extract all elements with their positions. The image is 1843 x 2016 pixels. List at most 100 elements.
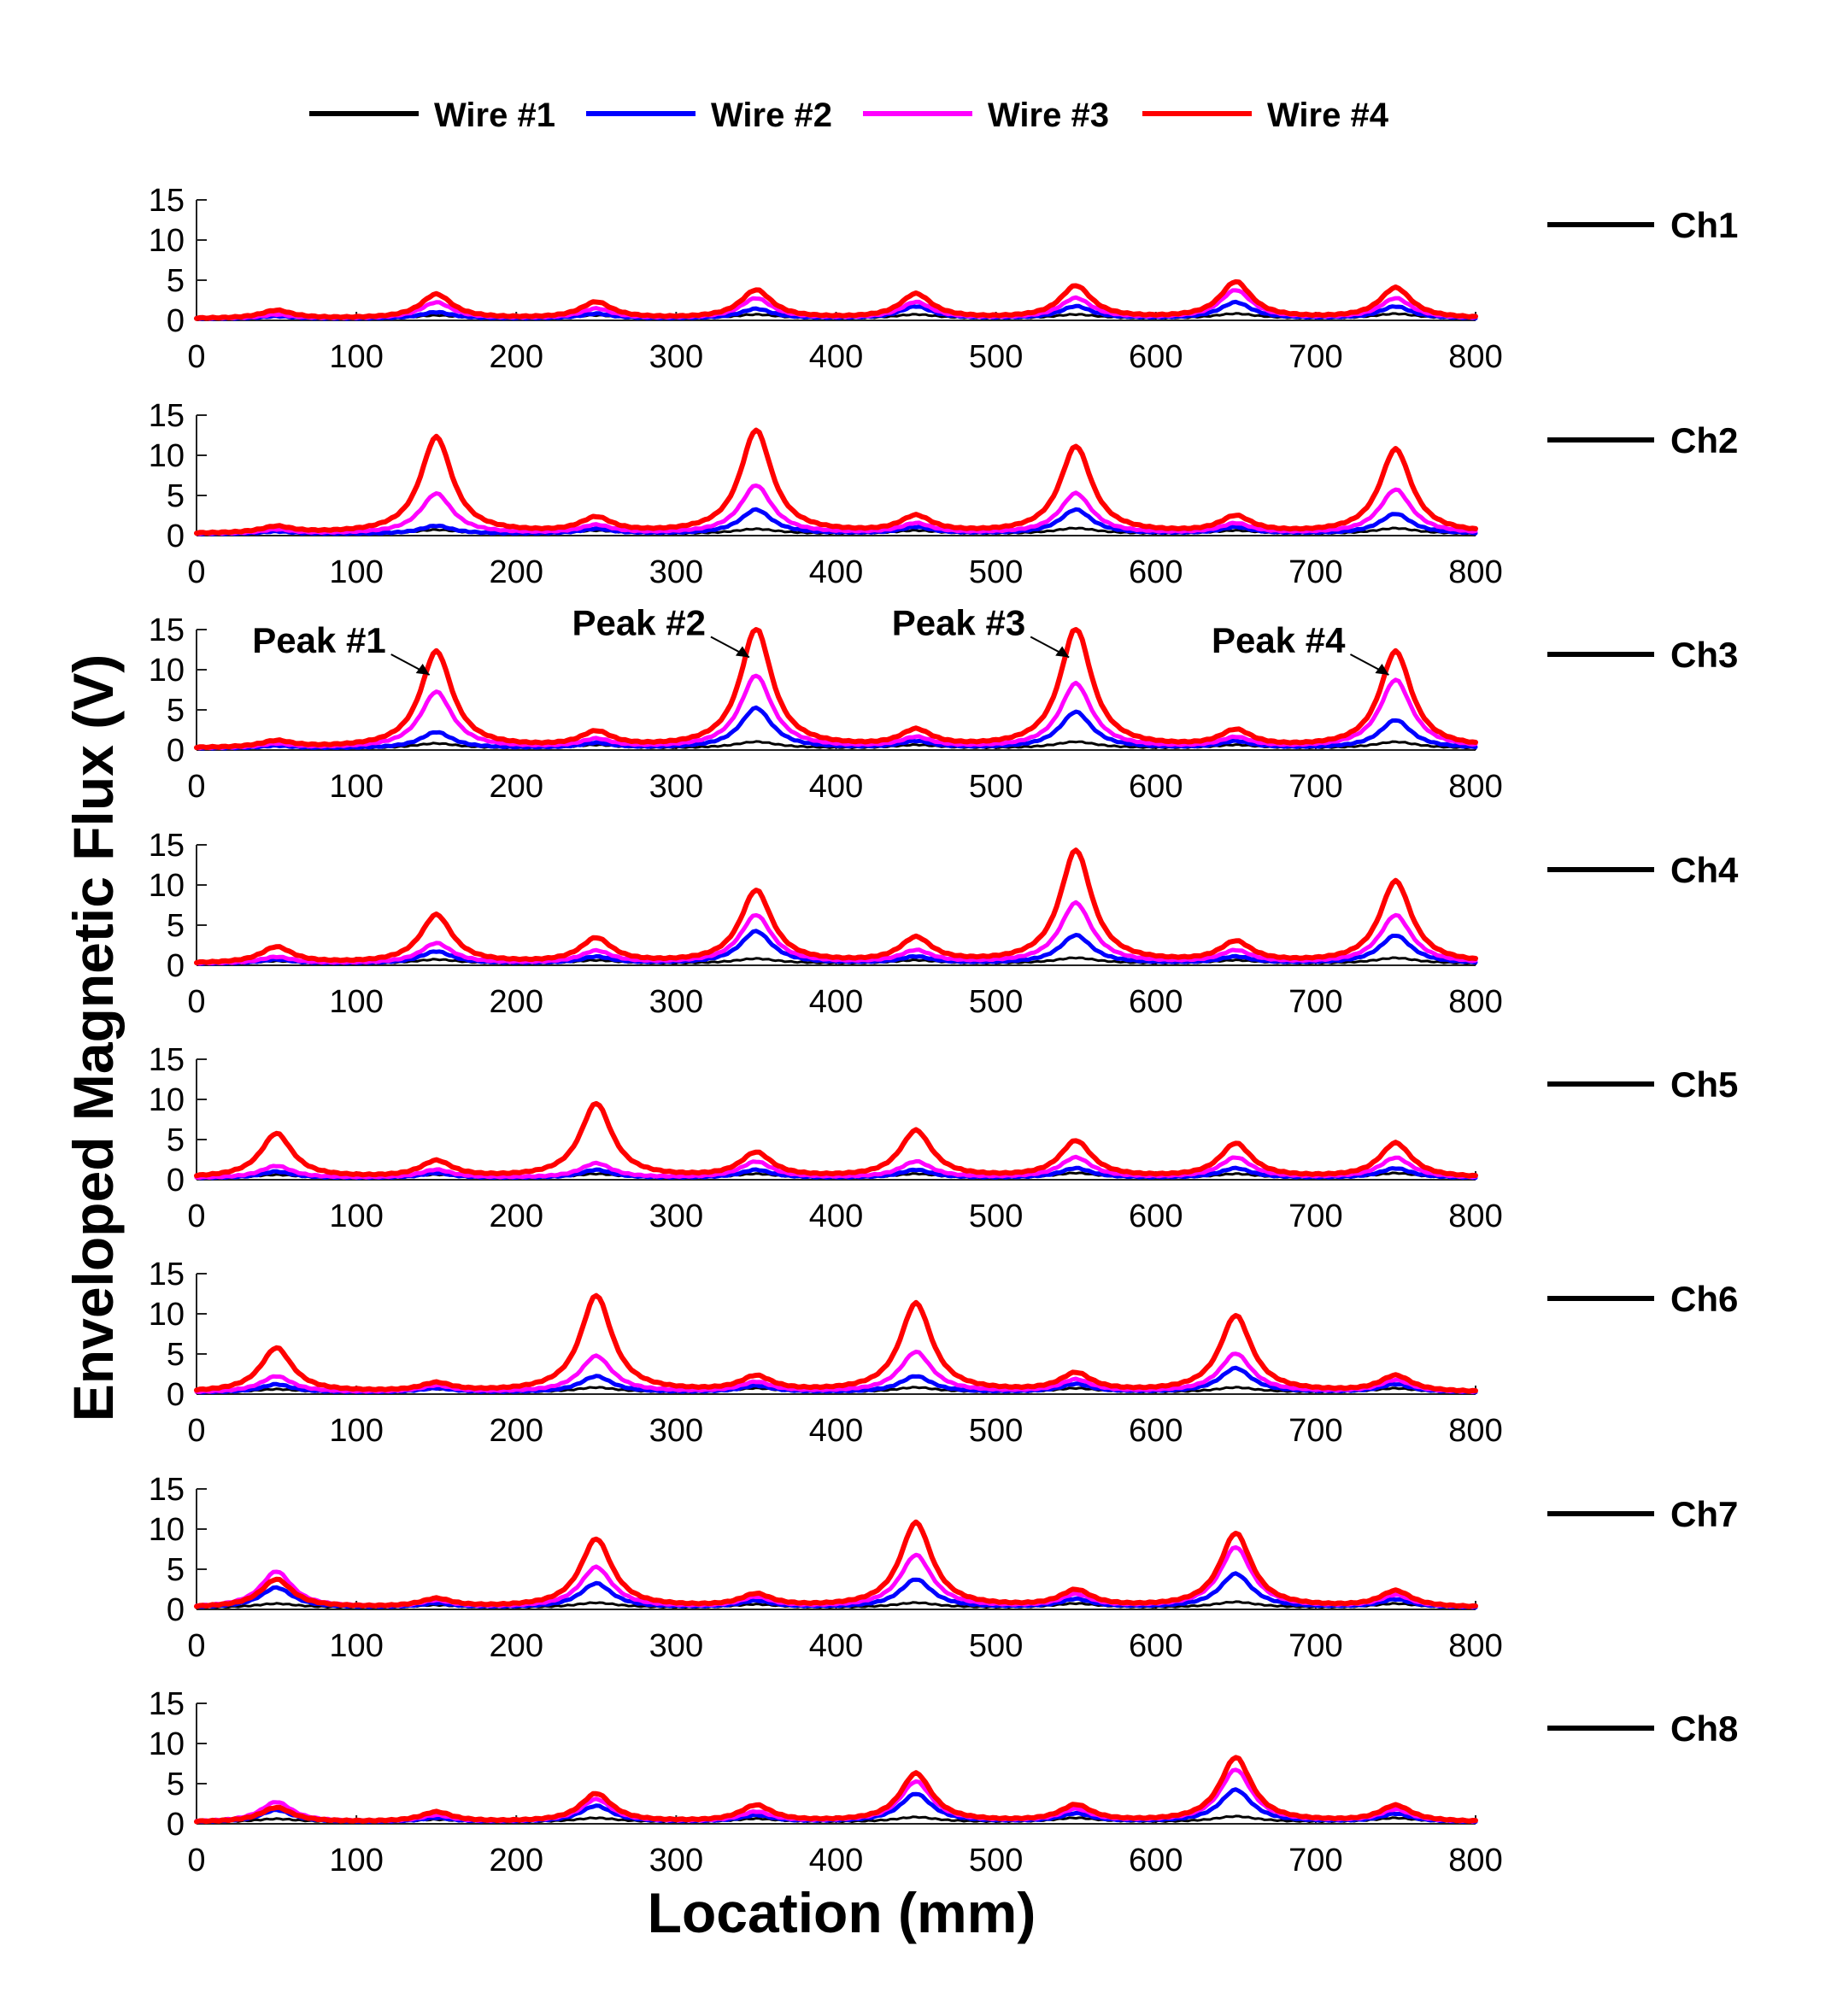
trace-ch5-wire-4 <box>194 1100 1478 1179</box>
panel-ch1: 0 5 10 15 0 100 200 300 400 500 600 700 800 Ch1 <box>149 183 1739 375</box>
x-tick-label: 800 <box>1448 769 1502 805</box>
x-tick-label: 300 <box>649 554 703 590</box>
x-tick-label: 0 <box>187 1413 205 1449</box>
x-tick-label: 700 <box>1288 1843 1342 1878</box>
x-tick-label: 200 <box>490 1843 543 1878</box>
y-tick-label: 0 <box>167 1807 185 1843</box>
x-tick-label: 500 <box>969 1198 1023 1234</box>
y-tick-label: 0 <box>167 1163 185 1198</box>
y-tick-label: 5 <box>167 478 185 514</box>
x-tick-label: 400 <box>809 1628 863 1664</box>
y-tick-label: 15 <box>149 1686 185 1722</box>
x-tick-label: 200 <box>490 984 543 1020</box>
x-tick-label: 500 <box>969 1413 1023 1449</box>
x-tick-label: 600 <box>1129 984 1183 1020</box>
x-tick-label: 200 <box>490 1413 543 1449</box>
x-tick-label: 600 <box>1129 1198 1183 1234</box>
channel-label: Ch3 <box>1670 635 1738 675</box>
panel-ch6: 0 5 10 15 0 100 200 300 400 500 600 700 800 Ch6 <box>149 1257 1739 1449</box>
x-tick-label: 200 <box>490 769 543 805</box>
x-tick-label: 400 <box>809 984 863 1020</box>
x-tick-label: 700 <box>1288 554 1342 590</box>
trace-ch4-wire-3 <box>194 900 1478 966</box>
x-tick-label: 600 <box>1129 1413 1183 1449</box>
trace-ch3-wire-4 <box>194 627 1478 751</box>
x-axis-title: Location (mm) <box>648 1881 1036 1944</box>
x-tick-label: 0 <box>187 1198 205 1234</box>
y-tick-label: 0 <box>167 1377 185 1413</box>
x-tick-label: 500 <box>969 984 1023 1020</box>
legend-label-3: Wire #3 <box>988 97 1109 134</box>
y-tick-label: 10 <box>149 438 185 474</box>
x-tick-label: 500 <box>969 339 1023 375</box>
trace-ch4-wire-4 <box>194 847 1478 965</box>
y-tick-label: 10 <box>149 1082 185 1118</box>
y-tick-label: 15 <box>149 1257 185 1292</box>
x-tick-label: 700 <box>1288 1628 1342 1664</box>
annotation-arrowhead <box>1055 646 1070 658</box>
y-tick-label: 5 <box>167 263 185 299</box>
trace-ch6-wire-4 <box>194 1292 1478 1394</box>
y-tick-label: 10 <box>149 1726 185 1762</box>
y-tick-label: 0 <box>167 948 185 984</box>
x-tick-label: 300 <box>649 984 703 1020</box>
y-tick-label: 15 <box>149 1472 185 1508</box>
y-tick-label: 15 <box>149 398 185 434</box>
x-tick-label: 200 <box>490 1198 543 1234</box>
annotation-label: Peak #2 <box>572 602 705 642</box>
x-tick-label: 500 <box>969 1628 1023 1664</box>
y-tick-label: 5 <box>167 908 185 944</box>
panel-ch4: 0 5 10 15 0 100 200 300 400 500 600 700 800 Ch4 <box>149 828 1739 1020</box>
annotation-label: Peak #3 <box>892 602 1025 642</box>
y-tick-label: 5 <box>167 1122 185 1158</box>
x-tick-label: 800 <box>1448 984 1502 1020</box>
x-tick-label: 0 <box>187 1628 205 1664</box>
x-tick-label: 200 <box>490 1628 543 1664</box>
x-tick-label: 300 <box>649 1843 703 1878</box>
trace-ch1-wire-4 <box>194 278 1478 321</box>
x-tick-label: 700 <box>1288 1413 1342 1449</box>
trace-ch2-wire-4 <box>194 427 1478 536</box>
y-tick-label: 5 <box>167 693 185 729</box>
x-tick-label: 400 <box>809 1413 863 1449</box>
x-tick-label: 100 <box>329 769 383 805</box>
x-tick-label: 400 <box>809 1198 863 1234</box>
x-tick-label: 500 <box>969 1843 1023 1878</box>
panel-ch3: 0 5 10 15 0 100 200 300 400 500 600 700 800 Ch3 Peak #… <box>149 602 1739 805</box>
x-tick-label: 400 <box>809 769 863 805</box>
panel-ch8: 0 5 10 15 0 100 200 300 400 500 600 700 800 Ch8 <box>149 1686 1739 1878</box>
x-tick-label: 500 <box>969 769 1023 805</box>
x-tick-label: 800 <box>1448 1413 1502 1449</box>
x-tick-label: 100 <box>329 984 383 1020</box>
panel-ch2: 0 5 10 15 0 100 200 300 400 500 600 700 800 Ch2 <box>149 398 1739 590</box>
channel-label: Ch7 <box>1670 1494 1738 1534</box>
y-tick-label: 15 <box>149 828 185 864</box>
trace-ch5-wire-3 <box>194 1154 1478 1181</box>
x-tick-label: 300 <box>649 339 703 375</box>
channel-label: Ch4 <box>1670 850 1739 890</box>
y-tick-label: 10 <box>149 223 185 259</box>
x-tick-label: 800 <box>1448 1843 1502 1878</box>
x-tick-label: 700 <box>1288 1198 1342 1234</box>
x-tick-label: 0 <box>187 339 205 375</box>
x-tick-label: 300 <box>649 1198 703 1234</box>
channel-label: Ch1 <box>1670 205 1738 245</box>
x-tick-label: 600 <box>1129 769 1183 805</box>
x-tick-label: 800 <box>1448 1628 1502 1664</box>
x-tick-label: 0 <box>187 984 205 1020</box>
channel-label: Ch6 <box>1670 1279 1738 1319</box>
x-tick-label: 300 <box>649 769 703 805</box>
y-tick-label: 5 <box>167 1337 185 1373</box>
x-tick-label: 800 <box>1448 1198 1502 1234</box>
y-tick-label: 10 <box>149 653 185 689</box>
x-tick-label: 100 <box>329 1413 383 1449</box>
y-tick-label: 10 <box>149 1512 185 1548</box>
x-tick-label: 700 <box>1288 339 1342 375</box>
annotation-arrowhead <box>415 664 430 676</box>
legend-label-4: Wire #4 <box>1267 97 1389 134</box>
y-tick-label: 0 <box>167 1592 185 1628</box>
channel-label: Ch8 <box>1670 1708 1738 1749</box>
y-tick-label: 0 <box>167 733 185 769</box>
x-tick-label: 600 <box>1129 1843 1183 1878</box>
x-tick-label: 100 <box>329 1843 383 1878</box>
